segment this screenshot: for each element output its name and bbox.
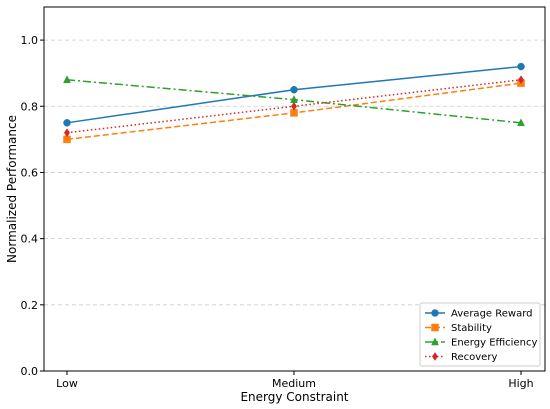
legend-entry-recovery: Recovery [425, 352, 497, 363]
legend-entry-average-reward: Average Reward [425, 309, 532, 320]
series-average-reward [63, 62, 525, 127]
y-axis-ticks: 0.0 0.2 0.4 0.6 0.8 1.0 [21, 34, 44, 378]
data-point-average-reward [290, 85, 298, 94]
legend-entry-stability: Stability [425, 323, 492, 334]
legend-label: Recovery [451, 352, 497, 363]
legend-marker [431, 352, 439, 361]
data-point-average-reward [517, 62, 525, 71]
legend-marker [431, 309, 439, 317]
x-axis-label: Energy Constraint [240, 390, 348, 404]
legend: Average Reward Stability Energy Efficiency… [419, 302, 541, 367]
series-energy-efficiency [63, 75, 525, 127]
y-tick-label: 0.8 [21, 100, 39, 113]
legend-label: Stability [451, 323, 492, 334]
x-tick-label: Medium [272, 377, 316, 390]
y-tick-label: 0.2 [21, 299, 39, 312]
legend-marker [431, 337, 439, 346]
legend-label: Energy Efficiency [451, 338, 537, 349]
y-axis-label: Normalized Performance [5, 115, 19, 263]
legend-marker [431, 323, 439, 332]
x-tick-label: Low [56, 377, 78, 390]
x-tick-label: High [508, 377, 533, 390]
legend-entry-energy-efficiency: Energy Efficiency [425, 337, 537, 349]
y-tick-label: 1.0 [21, 34, 39, 47]
y-tick-label: 0.4 [21, 233, 39, 246]
data-point-recovery [290, 101, 298, 111]
series-recovery [63, 75, 525, 138]
y-tick-label: 0.0 [21, 365, 39, 378]
data-point-average-reward [63, 119, 71, 127]
x-axis-ticks: Low Medium High [56, 371, 534, 390]
series-group [63, 62, 525, 144]
legend-label: Average Reward [451, 309, 532, 320]
legend-box [419, 302, 541, 367]
data-point-recovery [63, 128, 71, 138]
data-point-energy-efficiency [517, 118, 525, 127]
plot-area-frame [43, 6, 546, 372]
data-point-energy-efficiency [63, 75, 71, 84]
y-tick-label: 0.6 [21, 166, 39, 179]
data-point-recovery [517, 75, 525, 85]
